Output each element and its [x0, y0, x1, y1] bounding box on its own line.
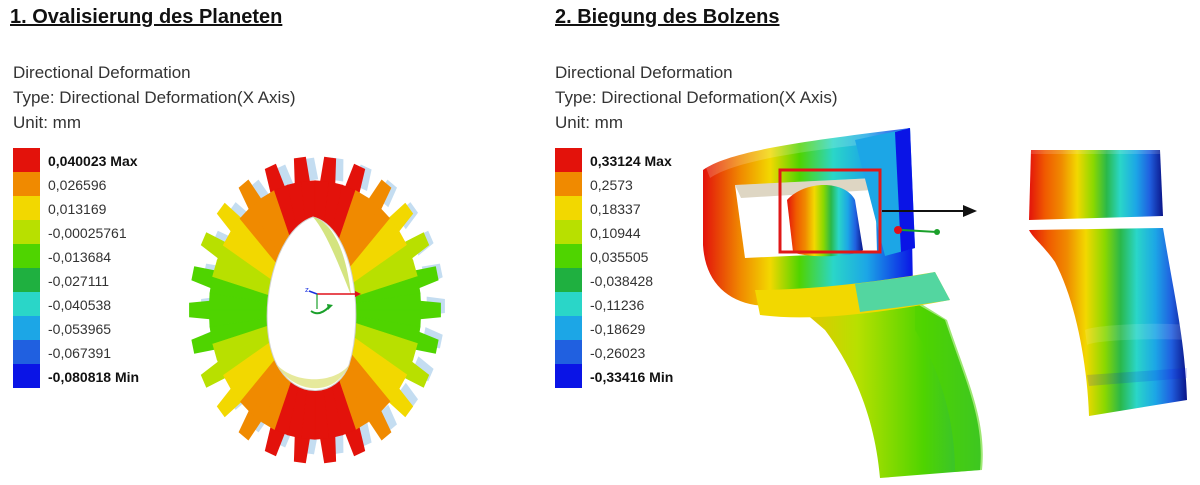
legend-swatch [555, 244, 582, 268]
result-name: Directional Deformation [13, 63, 191, 82]
legend-label: -0,038428 [590, 273, 654, 289]
legend-swatch [555, 148, 582, 172]
gear-tooth [191, 331, 217, 354]
load-marker-red [894, 226, 902, 234]
legend-swatch [13, 268, 40, 292]
zoomed-pin [1029, 150, 1187, 416]
legend-label: -0,18629 [590, 321, 646, 337]
legend-label: -0,027111 [48, 273, 109, 289]
zoom-highlight-box [778, 168, 882, 254]
carrier-right-bracket-edge [895, 128, 915, 252]
gear-tooth [264, 163, 286, 195]
pin-in-window [787, 185, 863, 257]
gear-tooth [413, 331, 439, 354]
legend-swatch [13, 172, 40, 196]
legend-swatch [13, 244, 40, 268]
gear-tooth [413, 266, 439, 289]
result-name: Directional Deformation [555, 63, 733, 82]
legend-swatch [13, 364, 40, 388]
gear-tooth [293, 156, 311, 186]
legend-label: -0,053965 [48, 321, 112, 337]
legend-label: -0,26023 [590, 345, 646, 361]
legend-label: 0,10944 [590, 225, 641, 241]
legend-swatch [13, 148, 40, 172]
gear-tooth [319, 156, 337, 186]
gear-tooth [344, 163, 366, 195]
carrier-window-shadow [735, 178, 875, 198]
gear-tooth [264, 425, 286, 457]
legend-swatch [13, 220, 40, 244]
carrier-base-plate-right [855, 272, 950, 312]
legend-label: -0,080818 Min [48, 369, 140, 385]
legend-swatch [13, 316, 40, 340]
carrier-top-face [705, 126, 910, 178]
gear-bore [266, 216, 357, 391]
result-type: Type: Directional Deformation(X Axis) [555, 88, 838, 107]
legend-swatch [555, 292, 582, 316]
bore-inner-wall [313, 217, 351, 295]
gear-back-tooth [395, 382, 418, 410]
gear-tooth [418, 300, 441, 320]
legend-swatch [555, 172, 582, 196]
legend-label: -0,33416 Min [590, 369, 674, 385]
legend-swatch [13, 292, 40, 316]
legend-swatch [555, 220, 582, 244]
legend-swatch [555, 364, 582, 388]
legend-label: -0,067391 [48, 345, 112, 361]
legend-label: 0,026596 [48, 177, 107, 193]
panel-title: 1. Ovalisierung des Planeten [10, 6, 283, 28]
result-unit: Unit: mm [555, 113, 623, 132]
gear-tooth [319, 434, 337, 464]
zoom-arrow-head [963, 205, 977, 217]
carrier-render [703, 126, 1187, 478]
gear-tooth [293, 434, 311, 464]
panel-title: 2. Biegung des Bolzens [555, 6, 780, 28]
result-meta: Directional Deformation Type: Directiona… [13, 60, 296, 135]
panel-ovalisierung: 1. Ovalisierung des Planeten Directional… [0, 0, 555, 485]
load-marker-green [934, 229, 940, 235]
legend-label: -0,11236 [590, 297, 645, 313]
gear-tooth [191, 266, 217, 289]
result-meta: Directional Deformation Type: Directiona… [555, 60, 838, 135]
legend-swatch [555, 268, 582, 292]
coordinate-triad-icon: z [305, 286, 361, 315]
carrier-arm-shade [915, 300, 983, 472]
svg-text:z: z [305, 286, 309, 294]
legend-swatch [555, 316, 582, 340]
legend-swatch [555, 196, 582, 220]
legend-swatch [13, 340, 40, 364]
legend-swatch [13, 196, 40, 220]
legend-label: 0,035505 [590, 249, 649, 265]
planet-gear-render: z [189, 156, 445, 464]
legend-label: 0,18337 [590, 201, 641, 217]
result-unit: Unit: mm [13, 113, 81, 132]
legend-label: -0,040538 [48, 297, 112, 313]
gear-tooth [344, 425, 366, 457]
result-type: Type: Directional Deformation(X Axis) [13, 88, 296, 107]
legend-label: 0,2573 [590, 177, 633, 193]
legend-label: -0,013684 [48, 249, 112, 265]
legend-label: 0,33124 Max [590, 153, 672, 169]
legend-swatch [555, 340, 582, 364]
legend-label: -0,00025761 [48, 225, 127, 241]
panel-biegung: 2. Biegung des Bolzens Directional Defor… [555, 0, 1200, 485]
bore-inner-wall-lower [277, 365, 349, 389]
legend-label: 0,013169 [48, 201, 107, 217]
legend-label: 0,040023 Max [48, 153, 138, 169]
gear-tooth [189, 300, 212, 320]
